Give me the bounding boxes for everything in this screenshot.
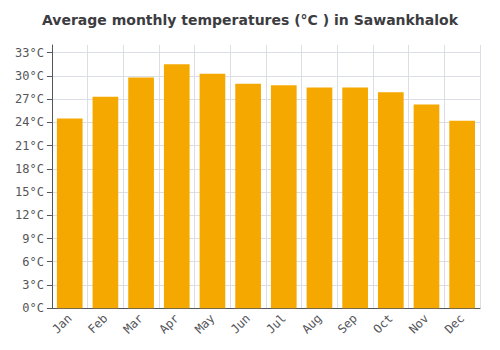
svg-text:0°C: 0°C [22,301,44,315]
svg-text:3°C: 3°C [22,278,44,292]
svg-text:18°C: 18°C [15,162,44,176]
svg-text:Aug: Aug [299,311,324,336]
svg-text:9°C: 9°C [22,232,44,246]
svg-text:15°C: 15°C [15,185,44,199]
svg-text:21°C: 21°C [15,139,44,153]
svg-text:May: May [192,311,217,336]
svg-text:Sep: Sep [335,311,360,336]
svg-text:Jun: Jun [228,311,253,336]
svg-text:27°C: 27°C [15,92,44,106]
svg-text:Mar: Mar [121,311,146,336]
svg-text:Dec: Dec [442,311,467,336]
svg-text:12°C: 12°C [15,208,44,222]
svg-text:Nov: Nov [406,311,431,336]
svg-text:33°C: 33°C [15,46,44,60]
svg-text:Apr: Apr [156,311,181,336]
svg-text:Jan: Jan [49,311,74,336]
svg-text:Average monthly temperatures (: Average monthly temperatures (°C ) in Sa… [42,12,459,28]
svg-text:24°C: 24°C [15,115,44,129]
svg-text:30°C: 30°C [15,69,44,83]
svg-text:Oct: Oct [371,311,396,336]
svg-text:Jul: Jul [264,311,289,336]
svg-text:6°C: 6°C [22,255,44,269]
svg-text:Feb: Feb [85,311,110,336]
